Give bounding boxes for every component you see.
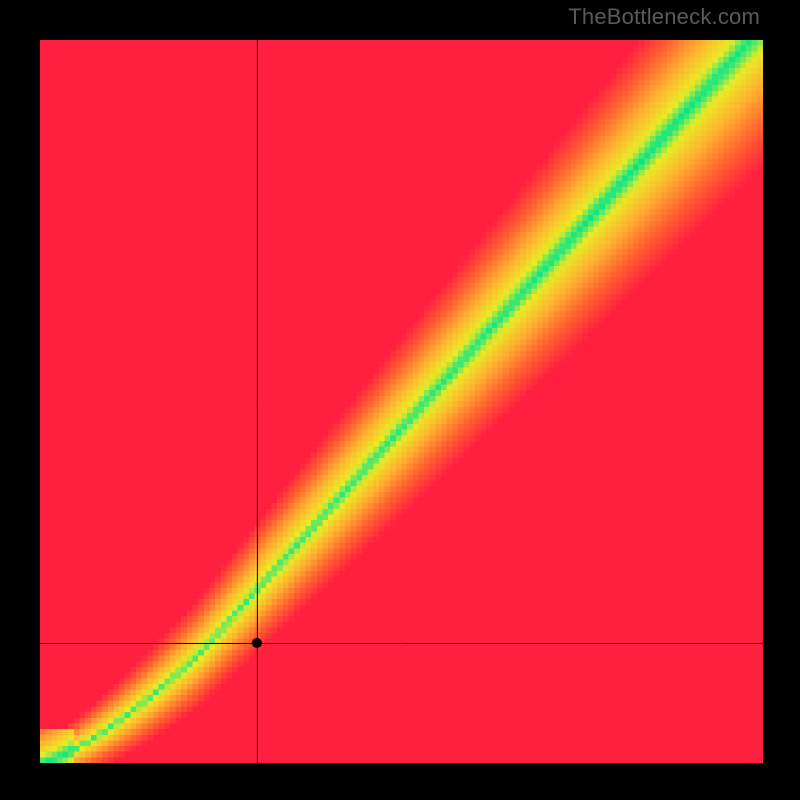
crosshair-overlay — [40, 40, 763, 763]
plot-area — [40, 40, 763, 763]
watermark-text: TheBottleneck.com — [568, 4, 760, 30]
